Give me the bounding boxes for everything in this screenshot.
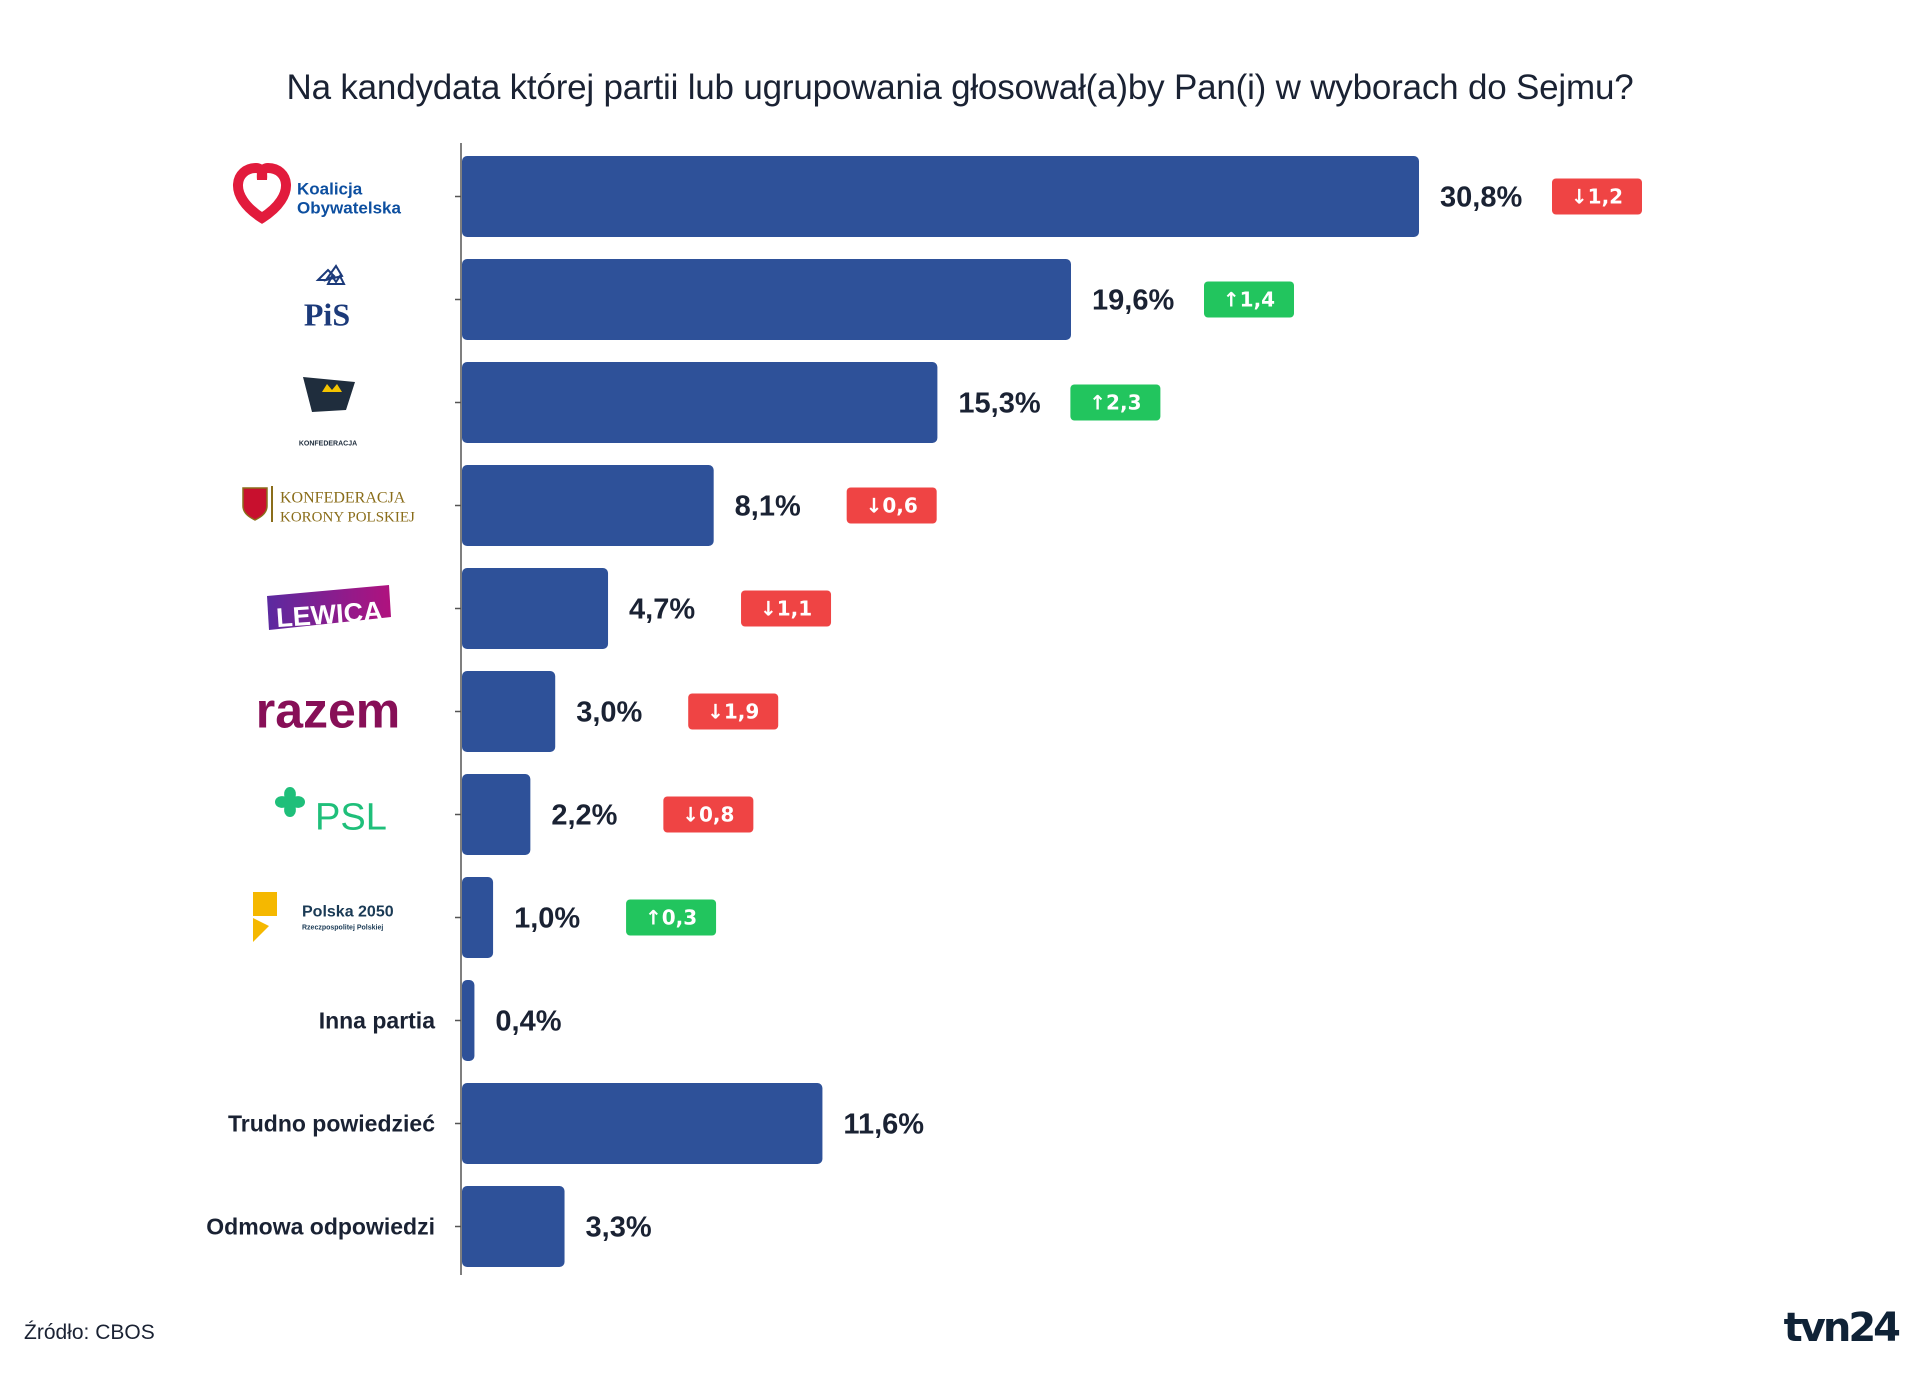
value-label: 3,0% [576,697,642,729]
change-badge-bg [846,487,937,524]
bar [462,980,475,1061]
category-label-2: KONFEDERACJA [299,377,357,448]
psl-logo-text: PSL [315,797,387,839]
change-badge-down: ↓1,2 [1552,178,1642,215]
bar [462,774,531,855]
change-badge-down: ↓1,9 [688,693,779,730]
bar [462,1186,565,1267]
crown-icon [322,384,342,392]
ko-logo-line1: Koalicja [297,180,363,199]
category-label-1: PiS [304,264,350,333]
change-badge-bg [688,693,779,730]
change-badge-down: ↓1,1 [741,590,832,627]
clover-icon [275,787,305,817]
value-label: 30,8% [1440,182,1522,214]
change-badge-down: ↓0,6 [846,487,937,524]
bar [462,568,609,649]
change-badge-down: ↓0,8 [663,796,754,833]
coat-of-arms-icon [242,487,268,521]
change-badge-label: ↓0,6 [866,494,918,518]
value-label: 15,3% [958,388,1040,420]
bar [462,671,556,752]
heart-icon [233,162,291,224]
bar [462,877,494,958]
value-label: 11,6% [843,1109,924,1141]
bar [462,465,714,546]
polska-2050-emblem-icon [253,892,277,942]
p2050-logo-line1: Polska 2050 [302,904,394,921]
change-badge-label: ↓1,9 [707,700,759,724]
lewica-logo-text: LEWICA [275,596,383,633]
bar [462,259,1071,340]
pis-logo-text: PiS [304,297,350,333]
value-label: 19,6% [1092,285,1174,317]
value-label: 8,1% [735,491,801,523]
konfederacja-emblem-icon [303,377,355,412]
change-badge-label: ↓1,2 [1571,185,1623,209]
change-badge-bg [626,899,717,936]
source-note: Źródło: CBOS [24,1321,155,1344]
value-label: 2,2% [551,800,617,832]
category-label-4: LEWICA [267,585,391,633]
value-label: 3,3% [586,1212,652,1244]
category-label-9: Trudno powiedzieć [228,1111,435,1137]
razem-logo-text: razem [256,683,401,739]
change-badge-up: ↑1,4 [1204,281,1294,318]
change-badge-up: ↑0,3 [626,899,717,936]
lewica-logo-bg [267,585,391,630]
change-badge-bg [663,796,754,833]
kkp-logo-line2: KORONY POLSKIEJ [280,510,415,526]
category-label-6: PSL [275,787,387,839]
category-label-7: Polska 2050 Rzeczpospolitej Polskiej [253,892,394,942]
crown-icon [326,274,346,285]
bar [462,362,938,443]
value-label: 0,4% [495,1006,561,1038]
category-label-3: KONFEDERACJA KORONY POLSKIEJ [242,486,415,526]
category-text: Trudno powiedzieć [228,1111,435,1137]
change-badge-label: ↑1,4 [1223,288,1275,312]
category-label-8: Inna partia [319,1008,436,1034]
ko-logo-line2: Obywatelska [297,199,401,218]
category-text: Odmowa odpowiedzi [206,1214,435,1240]
kkp-divider [271,486,273,522]
change-badge-up: ↑2,3 [1070,384,1161,421]
change-badge-bg [1070,384,1161,421]
change-badge-label: ↑0,3 [645,906,697,930]
p2050-logo-line2: Rzeczpospolitej Polskiej [302,925,383,932]
change-badge-label: ↑2,3 [1089,391,1141,415]
konfederacja-logo-text: KONFEDERACJA [299,441,357,448]
value-label: 4,7% [629,594,695,626]
kkp-logo-line1: KONFEDERACJA [280,490,406,507]
category-label-10: Odmowa odpowiedzi [206,1214,435,1240]
category-label-5: razem [256,683,401,739]
value-label: 1,0% [514,903,580,935]
change-badge-bg [1204,281,1294,318]
change-badge-bg [1552,178,1642,215]
change-badge-label: ↓1,1 [760,597,812,621]
change-badge-bg [741,590,832,627]
bar [462,1083,823,1164]
chart-title: Na kandydata której partii lub ugrupowan… [286,68,1634,107]
category-text: Inna partia [319,1008,436,1034]
tvn24-logo: tvn24 [1783,1305,1901,1351]
change-badge-label: ↓0,8 [682,803,734,827]
bar [462,156,1419,237]
